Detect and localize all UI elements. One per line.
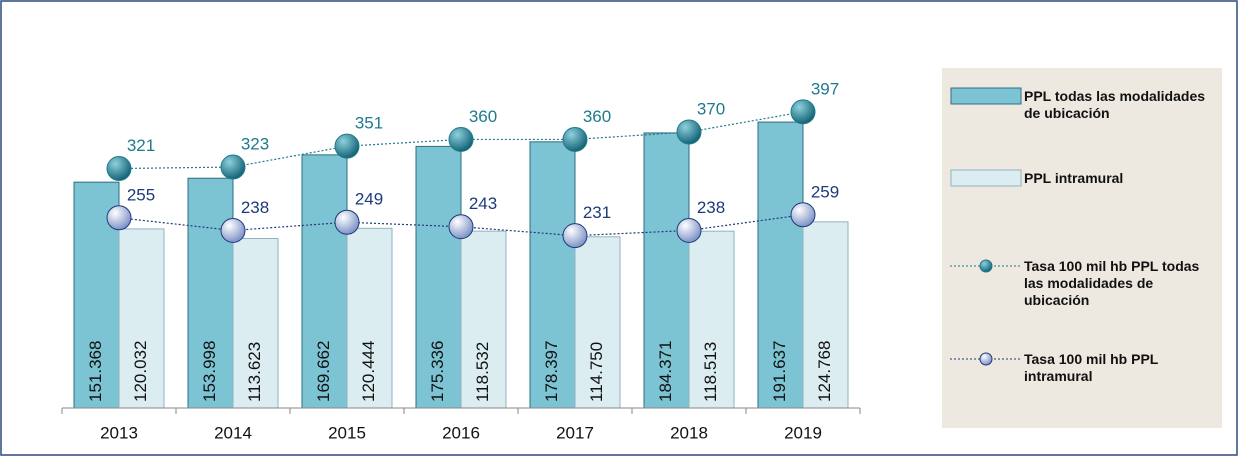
bar: [574, 236, 621, 409]
line-value-label: 238: [241, 198, 269, 217]
line-marker: [334, 133, 360, 159]
x-tick-label: 2018: [670, 423, 708, 442]
bar-value-label: 184.371: [656, 341, 675, 402]
legend-label: Tasa 100 mil hb PPL intramural: [1024, 351, 1159, 384]
line-marker: [106, 205, 132, 231]
legend-marker: [979, 352, 993, 366]
line-value-label: 321: [127, 136, 155, 155]
line-value-label: 231: [583, 203, 611, 222]
bar-value-label: 191.637: [770, 341, 789, 402]
line-marker: [220, 217, 246, 243]
bar-value-label: 120.444: [359, 341, 378, 402]
line-value-label: 249: [355, 190, 383, 209]
line-marker: [562, 126, 588, 152]
x-tick-label: 2015: [328, 423, 366, 442]
bar: [460, 230, 507, 409]
legend-swatch: [950, 259, 1022, 273]
bar: [346, 227, 393, 409]
bar: [187, 177, 234, 409]
line-value-label: 255: [127, 185, 155, 204]
bar: [232, 237, 279, 409]
bar: [688, 230, 735, 409]
legend-swatch: [950, 169, 1022, 187]
bar: [643, 132, 690, 409]
bar-value-label: 151.368: [86, 341, 105, 402]
line-marker: [790, 202, 816, 228]
x-tick-label: 2016: [442, 423, 480, 442]
x-tick-label: 2019: [784, 423, 822, 442]
bar-value-label: 113.623: [245, 342, 264, 402]
x-tick-label: 2014: [214, 423, 252, 442]
bar-value-label: 118.532: [473, 342, 492, 402]
line-marker: [220, 154, 246, 180]
bar-value-label: 124.768: [815, 341, 834, 402]
legend-box: [950, 169, 1022, 187]
bar-value-label: 120.032: [131, 341, 150, 402]
line-value-label: 360: [469, 107, 497, 126]
line-marker: [448, 126, 474, 152]
legend-label: PPL intramural: [1024, 170, 1124, 186]
line-marker: [562, 223, 588, 249]
legend-swatch: [950, 87, 1022, 105]
legend-label: Tasa 100 mil hb PPL todas las modalidade…: [1024, 258, 1200, 308]
legend: PPL todas las modalidades de ubicación PP…: [942, 68, 1222, 428]
line-marker: [334, 209, 360, 235]
bar-value-label: 153.998: [200, 341, 219, 402]
bar: [118, 228, 165, 409]
line-value-label: 238: [697, 198, 725, 217]
legend-swatch: [950, 352, 1022, 366]
line-value-label: 360: [583, 107, 611, 126]
line-marker: [106, 156, 132, 182]
legend-marker: [979, 259, 993, 273]
bar-value-label: 175.336: [428, 341, 447, 402]
line-value-label: 351: [355, 114, 383, 133]
line-marker: [676, 217, 702, 243]
line-value-label: 259: [811, 182, 839, 201]
line-value-label: 323: [241, 135, 269, 154]
bar-value-label: 118.513: [701, 342, 720, 402]
x-tick-label: 2017: [556, 423, 594, 442]
bar-value-label: 114.750: [587, 342, 606, 402]
x-tick-label: 2013: [100, 423, 138, 442]
line-marker: [790, 99, 816, 125]
line-value-label: 243: [469, 194, 497, 213]
line-marker: [676, 119, 702, 145]
bar-value-label: 169.662: [314, 341, 333, 402]
bar-value-label: 178.397: [542, 341, 561, 402]
legend-box: [950, 87, 1022, 105]
legend-label: PPL todas las modalidades de ubicación: [1024, 88, 1206, 121]
line-value-label: 370: [697, 99, 725, 118]
line-value-label: 397: [811, 79, 839, 98]
line-marker: [448, 214, 474, 240]
